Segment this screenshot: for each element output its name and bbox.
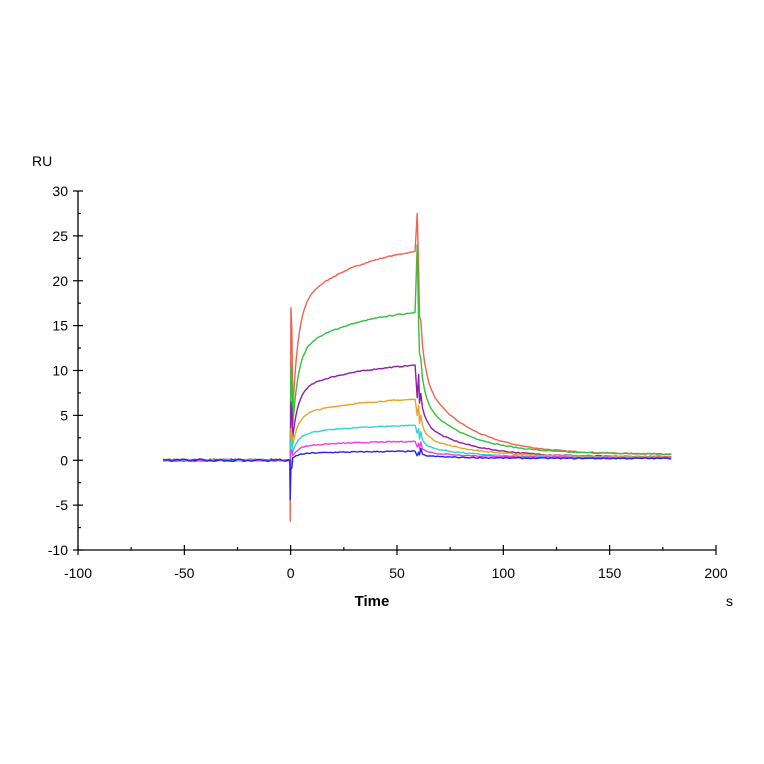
curves-group <box>162 212 672 522</box>
y-tick-label: 5 <box>60 407 68 423</box>
y-tick-label: -10 <box>48 542 68 558</box>
y-tick-label: 30 <box>52 183 68 199</box>
y-tick-label: -5 <box>56 497 69 513</box>
y-tick-label: 15 <box>52 318 68 334</box>
x-axis-title: Time <box>355 593 390 610</box>
sensorgram-curve-7 <box>163 447 672 501</box>
x-tick-label: 50 <box>389 565 405 581</box>
x-tick-label: 150 <box>598 565 622 581</box>
x-tick-label: 200 <box>704 565 728 581</box>
sensorgram-curve-6 <box>162 440 672 497</box>
sensorgram-curve-3 <box>162 364 672 487</box>
y-tick-label: 20 <box>52 273 68 289</box>
x-tick-label: 0 <box>287 565 295 581</box>
y-tick-label: 0 <box>60 452 68 468</box>
y-axis-unit: RU <box>32 153 52 169</box>
x-axis-unit: s <box>726 593 733 609</box>
y-tick-label: 25 <box>52 228 68 244</box>
x-tick-label: 100 <box>492 565 516 581</box>
x-tick-label: -100 <box>64 565 92 581</box>
y-tick-label: 10 <box>52 363 68 379</box>
x-tick-label: -50 <box>174 565 194 581</box>
sensorgram-curve-4 <box>162 398 672 490</box>
